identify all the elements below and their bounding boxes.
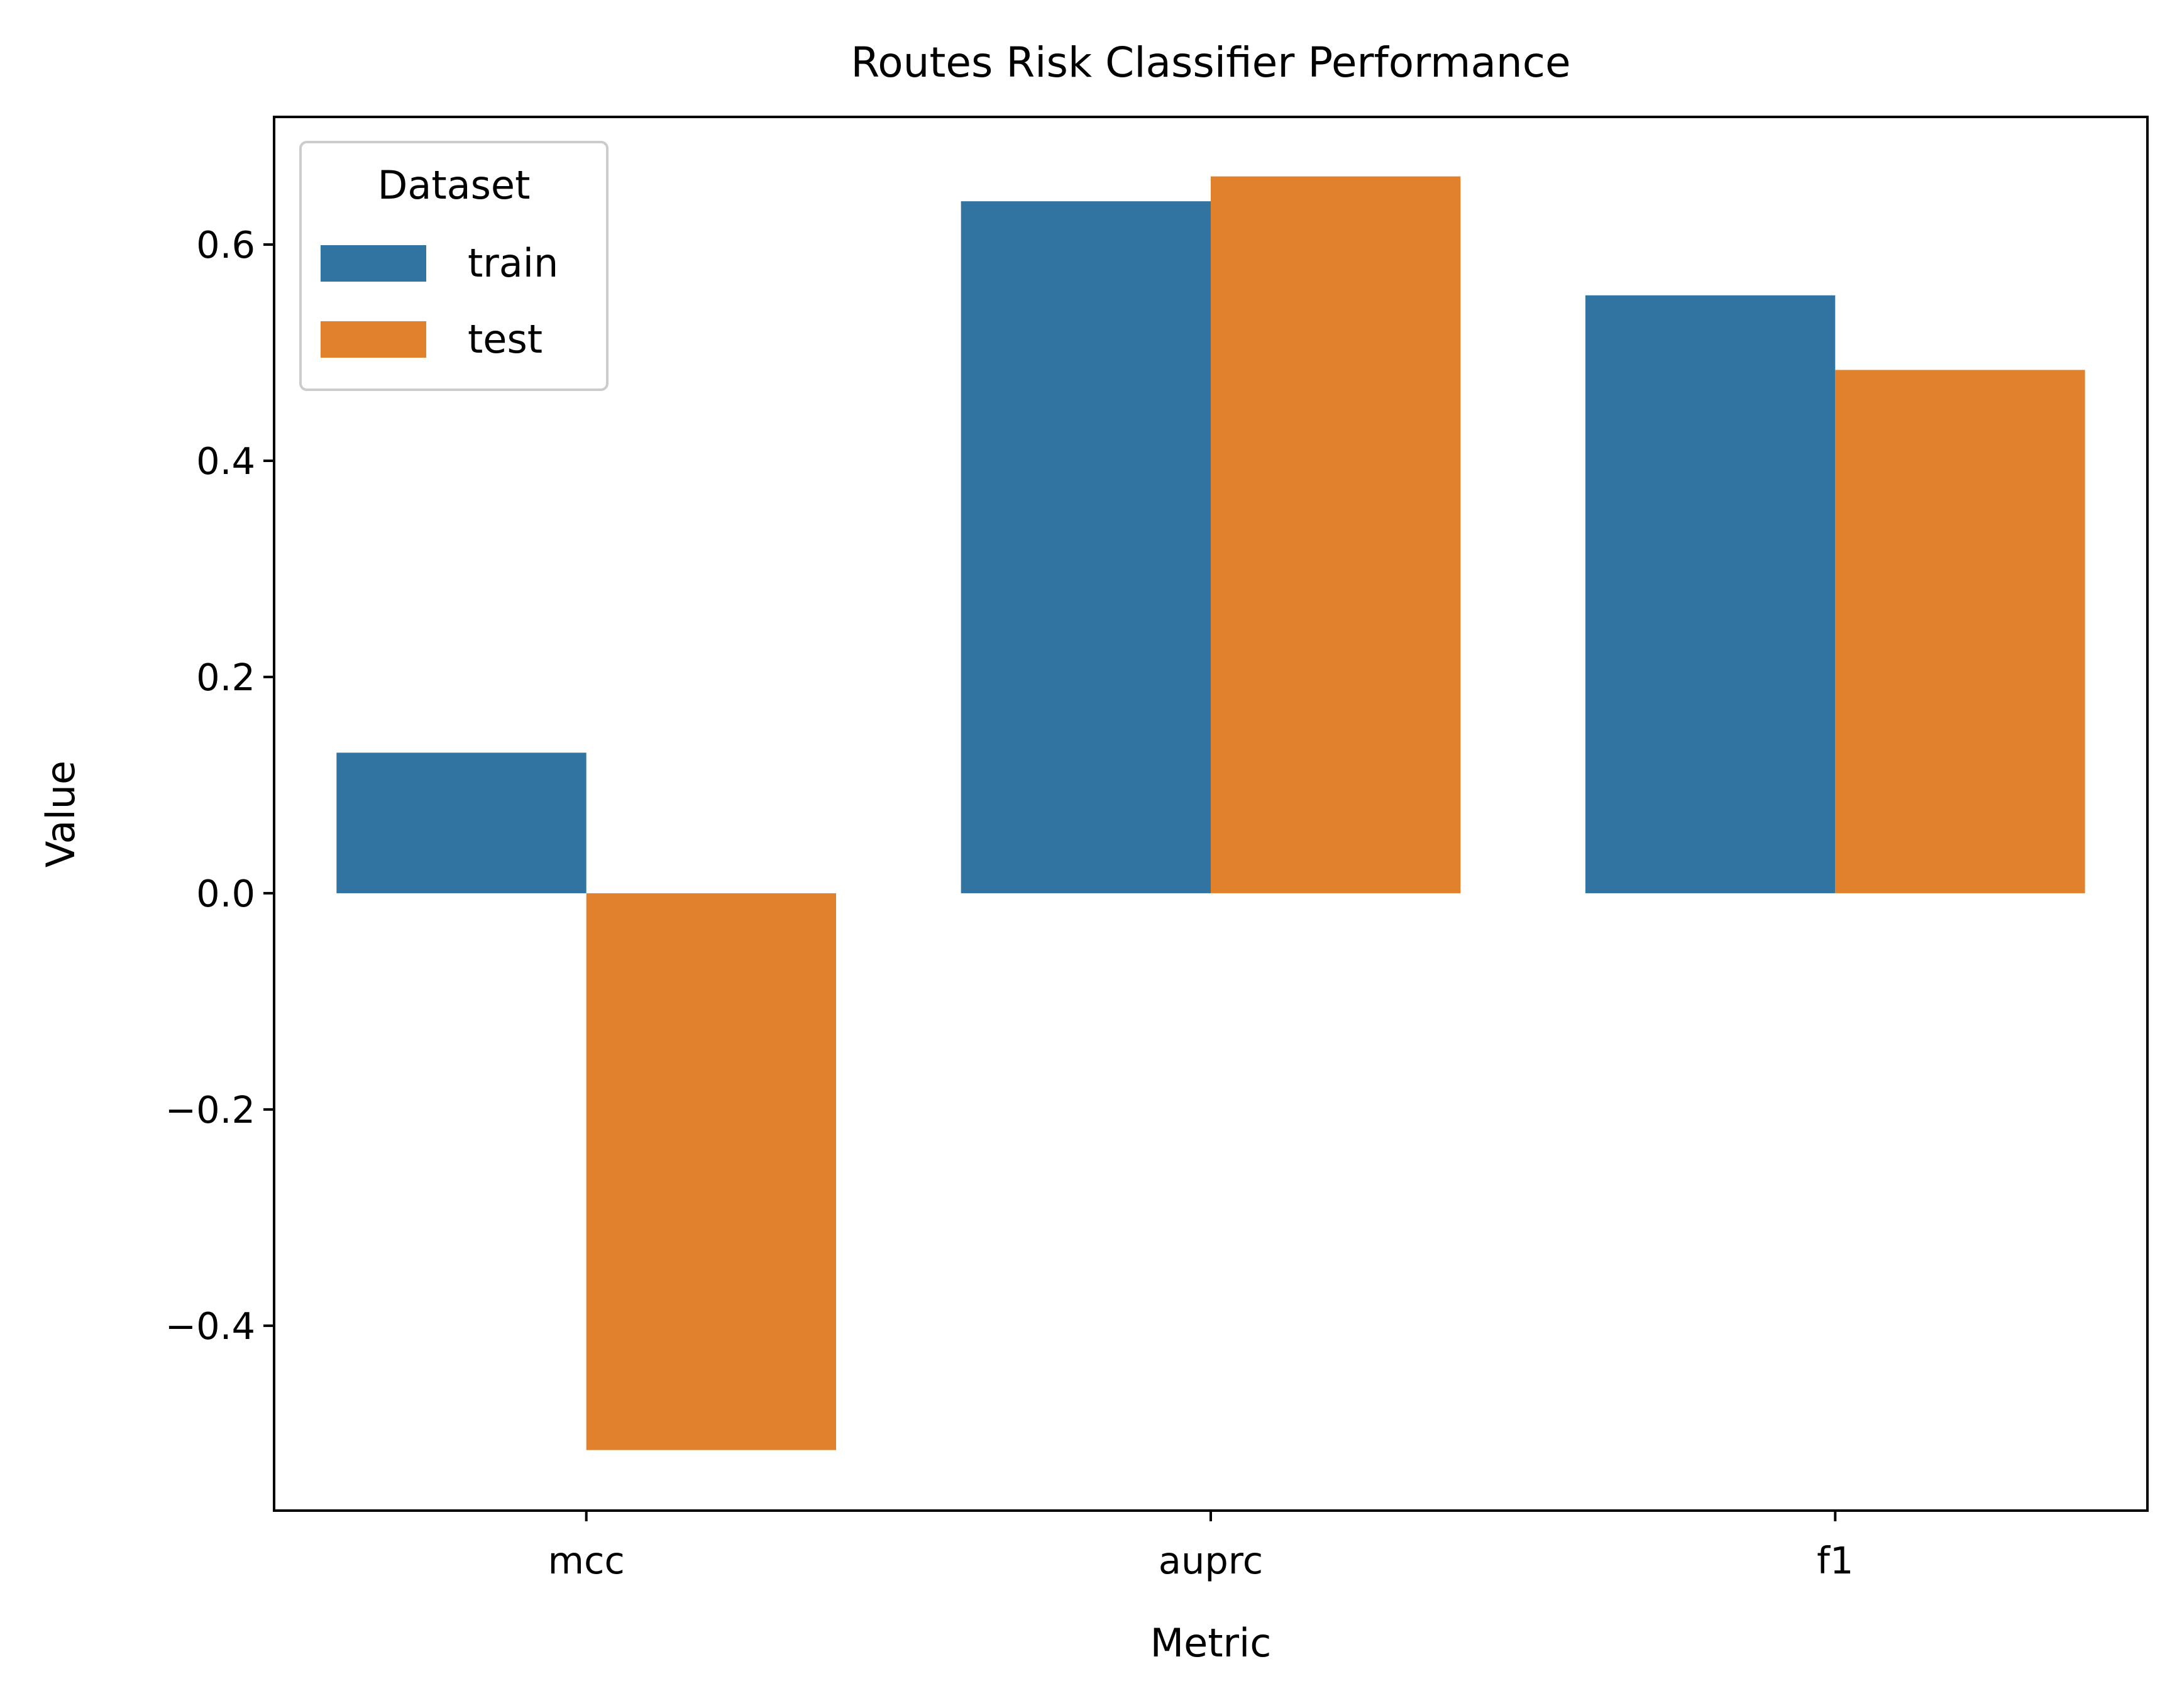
y-axis-label: Value [38, 761, 84, 868]
bar-test-mcc [586, 893, 836, 1450]
y-tick-label: 0.0 [196, 872, 255, 915]
y-axis: −0.4 −0.2 0.0 0.2 0.4 0.6 [165, 223, 274, 1348]
y-tick-label: 0.6 [196, 223, 255, 267]
bar-test-f1 [1835, 370, 2085, 893]
bar-train-auprc [961, 201, 1211, 893]
legend-title: Dataset [378, 162, 531, 208]
y-tick-label: 0.2 [196, 656, 255, 699]
legend-label-train: train [468, 240, 558, 286]
chart-title: Routes Risk Classifier Performance [851, 38, 1570, 87]
y-tick-label: −0.4 [165, 1304, 255, 1348]
y-tick-label: 0.4 [196, 439, 255, 483]
legend-swatch-test [321, 321, 426, 358]
legend-swatch-train [321, 245, 426, 282]
legend: Dataset train test [299, 141, 609, 391]
x-tick-label: auprc [1159, 1539, 1263, 1582]
bar-train-mcc [336, 752, 587, 893]
x-axis: mcc auprc f1 [548, 1511, 1853, 1582]
x-tick-label: f1 [1817, 1539, 1853, 1582]
plot-frame [273, 116, 2149, 1512]
x-axis-label: Metric [1150, 1620, 1272, 1666]
bar-train-f1 [1585, 295, 1836, 893]
bar-test-auprc [1211, 176, 1461, 893]
legend-label-test: test [468, 316, 543, 362]
bars-group [336, 176, 2085, 1450]
x-tick-label: mcc [548, 1539, 624, 1582]
y-tick-label: −0.2 [165, 1088, 255, 1132]
